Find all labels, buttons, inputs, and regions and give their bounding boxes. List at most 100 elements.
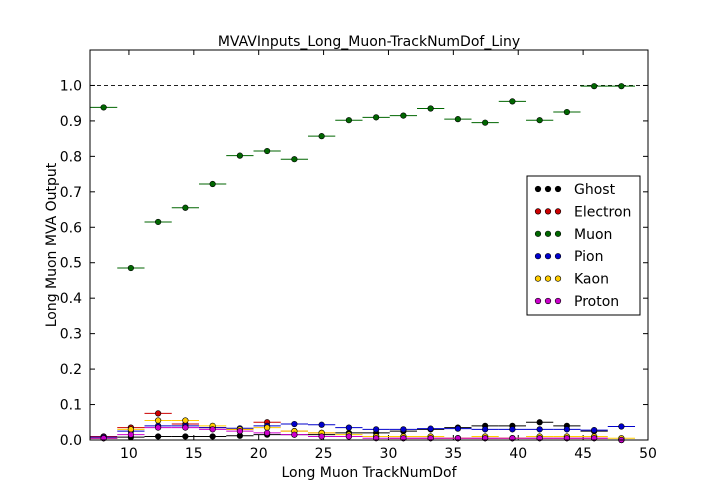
data-point (182, 424, 189, 431)
data-point (591, 83, 598, 90)
data-point (182, 417, 189, 424)
legend-box (526, 175, 641, 316)
data-point (373, 114, 380, 121)
y-tick-label: 0.5 (60, 256, 82, 272)
series-muon (90, 83, 636, 272)
y-tick-label: 0.8 (60, 149, 82, 165)
plot-frame (89, 49, 649, 441)
x-tick-label: 15 (185, 446, 203, 462)
data-point (536, 117, 543, 124)
data-point (345, 117, 352, 124)
data-point (563, 426, 570, 433)
y-tick-label: 0.2 (60, 362, 82, 378)
data-point (264, 147, 271, 155)
data-point (318, 421, 325, 428)
data-point (127, 426, 134, 433)
y-tick-label: 0.6 (60, 220, 82, 236)
data-point (536, 426, 543, 433)
y-tick-label: 1.0 (60, 78, 82, 94)
data-point (454, 425, 461, 432)
legend-marker (534, 275, 542, 282)
legend-marker (544, 208, 552, 215)
series-ghost (90, 419, 636, 444)
legend-label: Muon (574, 227, 612, 243)
y-tick-label: 0.3 (60, 327, 82, 343)
data-point (100, 104, 107, 111)
data-point (345, 424, 352, 431)
data-point (182, 204, 189, 211)
data-point (236, 152, 243, 159)
data-point (209, 433, 216, 440)
data-point (264, 424, 271, 431)
legend-marker (534, 253, 542, 260)
legend-marker (534, 230, 542, 237)
data-point (427, 425, 434, 432)
legend-marker (534, 185, 542, 193)
data-point (264, 429, 271, 437)
legend-marker (534, 297, 542, 305)
data-point (591, 426, 598, 434)
data-point (209, 180, 216, 188)
x-tick-label: 45 (574, 446, 592, 462)
y-tick-label: 0.1 (60, 398, 82, 414)
legend-entry-ghost: Ghost (534, 182, 616, 198)
data-point (155, 218, 162, 226)
legend-marker (534, 208, 542, 215)
data-point (509, 426, 516, 433)
data-point (291, 431, 298, 438)
data-point (155, 424, 162, 431)
legend-label: Pion (574, 249, 603, 265)
data-point (291, 420, 298, 428)
legend-marker (554, 208, 562, 215)
legend-marker (554, 253, 562, 260)
x-tick-label: 40 (509, 446, 527, 462)
legend-marker (554, 230, 562, 237)
data-point (127, 264, 134, 272)
data-point (400, 112, 407, 119)
legend-marker (554, 297, 562, 305)
data-point (618, 423, 625, 430)
legend: Ghost Electron Muon Pion Kaon Proton (526, 175, 641, 316)
data-point (454, 116, 461, 123)
data-point (427, 105, 434, 112)
plot-area (90, 83, 648, 444)
legend-marker (544, 185, 552, 193)
x-tick-label: 35 (444, 446, 462, 462)
y-tick-label: 0.0 (60, 433, 82, 449)
data-point (155, 433, 162, 440)
data-point (618, 83, 625, 90)
x-tick-label: 20 (250, 446, 268, 462)
data-point (400, 426, 407, 433)
data-point (373, 426, 380, 433)
data-point (291, 156, 298, 163)
x-axis-label: Long Muon TrackNumDof (281, 465, 457, 481)
data-point (345, 433, 352, 440)
legend-marker (544, 253, 552, 260)
legend-marker (554, 185, 562, 193)
legend-entry-electron: Electron (534, 204, 631, 220)
legend-marker (554, 275, 562, 282)
x-tick-label: 30 (380, 446, 398, 462)
data-point (182, 433, 189, 440)
legend-entry-muon: Muon (534, 227, 612, 243)
x-tick-label: 50 (639, 446, 657, 462)
y-tick-label: 0.9 (60, 114, 82, 130)
data-point (318, 433, 325, 440)
data-point (318, 133, 325, 140)
axis-ticks: 10 15 20 25 30 35 40 45 50 0.0 0.1 0.2 0.3 0.4 0.5 0.6 0… (60, 50, 657, 462)
y-tick-label: 0.4 (60, 291, 82, 307)
legend-label: Ghost (574, 182, 616, 198)
x-tick-label: 25 (315, 446, 333, 462)
chart-title: MVAVInputs_Long_Muon-TrackNumDof_Liny (218, 34, 520, 50)
data-point (482, 426, 489, 433)
y-tick-label: 0.7 (60, 185, 82, 201)
legend-label: Electron (574, 204, 631, 220)
legend-marker (544, 275, 552, 282)
legend-entry-pion: Pion (534, 249, 603, 265)
data-point (209, 426, 216, 433)
legend-marker (544, 297, 552, 305)
legend-marker (544, 230, 552, 237)
legend-label: Kaon (574, 272, 609, 288)
legend-entry-proton: Proton (534, 294, 619, 310)
y-axis-label: Long Muon MVA Output (44, 162, 60, 327)
